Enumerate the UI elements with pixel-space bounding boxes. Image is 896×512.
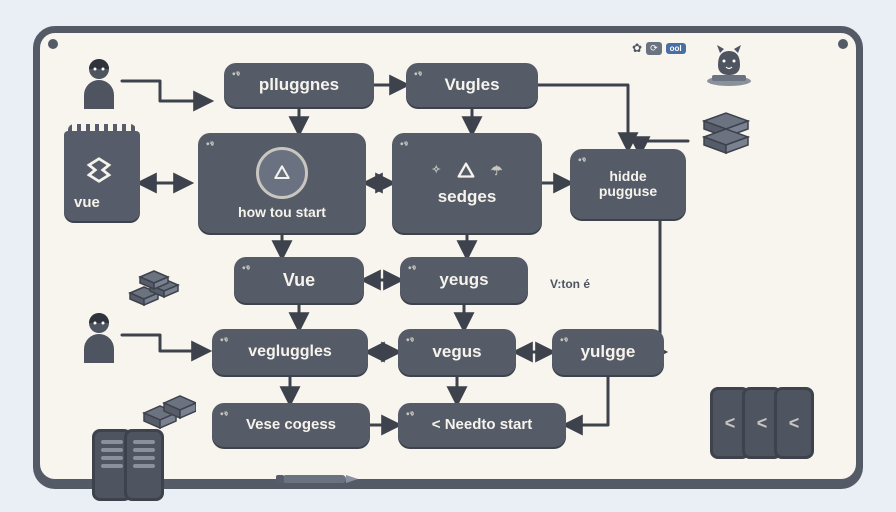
node-label: yulgge (581, 343, 636, 361)
node-label: vegus (432, 343, 481, 361)
node-yulgge: •ෳyulgge (552, 329, 664, 375)
node-pluggnes: •ෳplluggnes (224, 63, 374, 107)
node-howto: •ෳhow tou start (198, 133, 366, 233)
blocks-icon (126, 265, 184, 309)
node-label: < Needto start (432, 417, 532, 433)
node-label: sedges (438, 188, 497, 206)
node-label: Vese cogess (246, 417, 336, 433)
node-vegluggles: •ෳvegluggles (212, 329, 368, 375)
person-icon (76, 55, 122, 109)
node-vesecogss: •ෳVese cogess (212, 403, 370, 447)
board-stud (48, 39, 58, 49)
phone-stack-icon (100, 429, 164, 501)
node-label: how tou start (238, 205, 326, 220)
node-label: plluggnes (259, 76, 339, 94)
annotation-viton: V:ton é (550, 277, 590, 291)
node-sedges: •ෳ✧☂sedges (392, 133, 542, 233)
server-stack-icon (698, 111, 754, 159)
node-label: Vue (283, 271, 315, 290)
node-label: hidde pugguse (580, 169, 676, 198)
node-vue: •ෳVue (234, 257, 364, 303)
person-icon (76, 309, 122, 363)
node-vegus: •ෳvegus (398, 329, 516, 375)
blocks-icon (138, 389, 196, 433)
pencil-icon (270, 471, 360, 487)
node-label: yeugs (439, 271, 488, 289)
phone-stack-icon: < < < (718, 387, 814, 459)
node-label: Vugles (444, 76, 499, 94)
node-hidde: •ෳhidde pugguse (570, 149, 686, 219)
cat-icon (702, 37, 756, 87)
notepad-label: vue (74, 194, 100, 211)
node-yeugs: •ෳyeugs (400, 257, 528, 303)
node-vugles: •ෳVugles (406, 63, 538, 107)
node-label: vegluggles (248, 344, 332, 361)
board-stud (838, 39, 848, 49)
node-needto: •ෳ< Needto start (398, 403, 566, 447)
notepad-icon: vue (64, 131, 140, 221)
diagram-board: •ෳplluggnes •ෳVugles •ෳhow tou start •ෳ✧☂se… (33, 26, 863, 486)
badge-cluster: ✿ ⟳ ool (632, 41, 686, 55)
